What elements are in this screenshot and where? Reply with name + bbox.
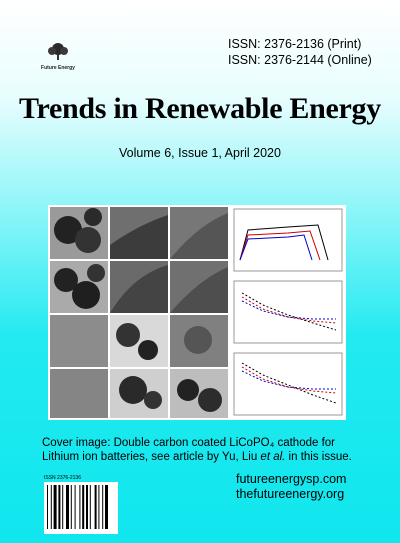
issn-block: ISSN: 2376-2136 (Print) ISSN: 2376-2144 … [228,36,372,68]
barcode-bar [58,485,61,529]
logo: Future Energy [38,42,78,71]
barcode-bar [89,485,91,529]
website: futureenergysp.com [236,472,347,486]
cover-figure [48,205,346,420]
issue-info: Volume 6, Issue 1, April 2020 [119,146,281,160]
barcode-bar [66,485,69,529]
plots [233,208,343,416]
logo-tree [48,43,68,60]
barcode-bar [70,485,72,529]
website: thefutureenergy.org [236,487,345,501]
caption-text: Cover image: Double carbon coated LiCoPO… [42,437,335,463]
barcode-bar [47,485,48,529]
logo-text: Future Energy [41,65,75,71]
barcode-bar [86,485,88,529]
micrographs [50,207,228,418]
barcode-bar [50,485,52,529]
cover-caption: Cover image: Double carbon coated LiCoPO… [42,436,362,464]
caption-text: in this issue. [285,451,352,463]
barcode-bar [105,485,108,529]
barcode-bar [53,485,57,529]
issn-online: ISSN: 2376-2144 (Online) [228,53,372,67]
journal-title: Trends in Renewable Energy [19,92,381,125]
issn-print: ISSN: 2376-2136 (Print) [228,37,362,51]
caption-italic: et al. [260,451,286,463]
barcode-bar [94,485,97,529]
barcode-bar [62,485,64,529]
websites: futureenergysp.com thefutureenergy.org [236,472,346,502]
barcode-label: ISSN 2376-2136 [44,475,81,481]
barcode-bar [79,485,81,529]
barcode [44,482,118,534]
barcode-bar [74,485,76,529]
barcode-bar [98,485,100,529]
barcode-bar [82,485,85,529]
barcode-bar [102,485,104,529]
